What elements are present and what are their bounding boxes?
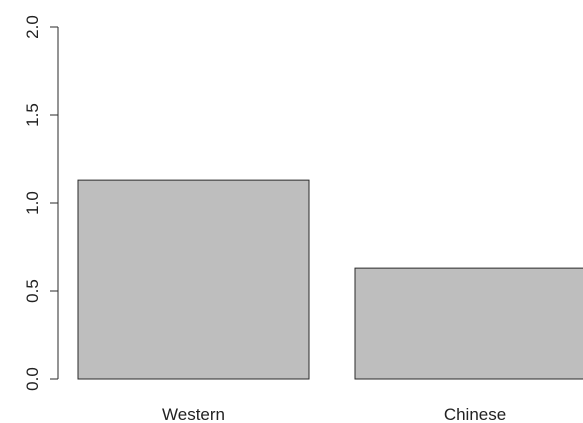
y-tick-label: 2.0 [23, 15, 42, 39]
y-tick-label: 0.0 [23, 367, 42, 391]
x-category-label: Chinese [444, 405, 506, 423]
y-tick-label: 0.5 [23, 279, 42, 303]
x-axis-labels: Western Chinese [162, 405, 506, 423]
bars [77, 179, 583, 380]
y-axis: 0.0 0.5 1.0 1.5 2.0 [23, 15, 59, 391]
y-tick-label: 1.0 [23, 191, 42, 215]
bar-western [77, 179, 310, 380]
x-category-label: Western [162, 405, 225, 423]
y-tick-label: 1.5 [23, 103, 42, 127]
bar-chinese [354, 267, 583, 380]
